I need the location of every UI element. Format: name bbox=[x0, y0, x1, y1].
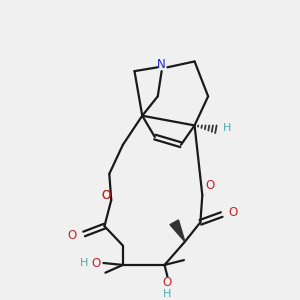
Text: H: H bbox=[80, 258, 88, 268]
Text: O: O bbox=[229, 206, 238, 219]
Text: H: H bbox=[223, 123, 232, 133]
Text: O: O bbox=[102, 189, 111, 202]
Text: O: O bbox=[68, 230, 77, 242]
Text: O: O bbox=[206, 179, 215, 192]
Text: H: H bbox=[163, 289, 172, 299]
Text: O: O bbox=[163, 276, 172, 289]
Text: N: N bbox=[157, 58, 166, 71]
Text: O: O bbox=[91, 256, 101, 269]
Text: O: O bbox=[102, 189, 111, 202]
Polygon shape bbox=[170, 220, 185, 242]
